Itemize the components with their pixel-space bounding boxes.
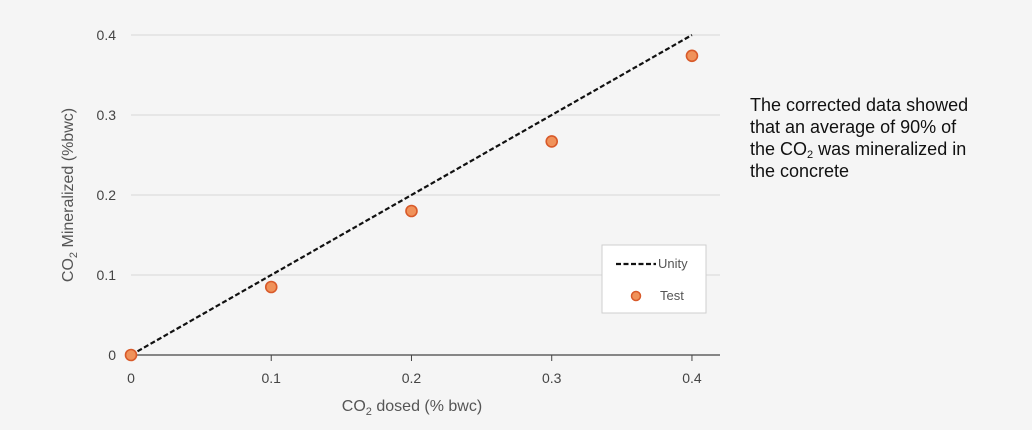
test-point: [405, 204, 418, 218]
grid-lines: [131, 34, 720, 276]
y-tick-label: 0: [108, 347, 116, 363]
legend-unity-label: Unity: [658, 256, 688, 271]
legend-test-swatch: [630, 290, 642, 302]
y-axis-ticks: 0 0.1 0.2 0.3 0.4: [97, 27, 117, 363]
x-tick-label: 0.4: [682, 370, 702, 386]
y-axis-label: CO2 Mineralized (%bwc): [60, 108, 80, 282]
note-line-4: the concrete: [750, 161, 850, 181]
annotation-note: The corrected data showed that an averag…: [750, 94, 1020, 182]
test-point: [685, 49, 699, 63]
x-tick-label: 0: [127, 370, 135, 386]
test-point: [545, 135, 559, 148]
y-tick-label: 0.2: [97, 187, 117, 203]
note-line-3: the CO2 was mineralized in: [750, 139, 967, 161]
y-tick-label: 0.1: [97, 267, 117, 283]
legend: Unity Test: [601, 244, 707, 314]
y-tick-label: 0.3: [97, 107, 117, 123]
legend-box: [601, 244, 707, 314]
x-tick-label: 0.1: [262, 370, 282, 386]
legend-test-label: Test: [660, 288, 684, 303]
unity-line: [130, 34, 693, 356]
x-tick-label: 0.2: [402, 370, 422, 386]
x-axis-ticks: 0 0.1 0.2 0.3 0.4: [127, 355, 702, 386]
test-point: [264, 280, 278, 294]
series-layer: [124, 34, 699, 362]
x-axis-label: CO2 dosed (% bwc): [342, 398, 482, 418]
note-line-2: that an average of 90% of: [750, 117, 957, 137]
x-tick-label: 0.3: [542, 370, 562, 386]
y-tick-label: 0.4: [97, 27, 117, 43]
test-point: [124, 348, 138, 362]
note-line-1: The corrected data showed: [750, 95, 969, 115]
